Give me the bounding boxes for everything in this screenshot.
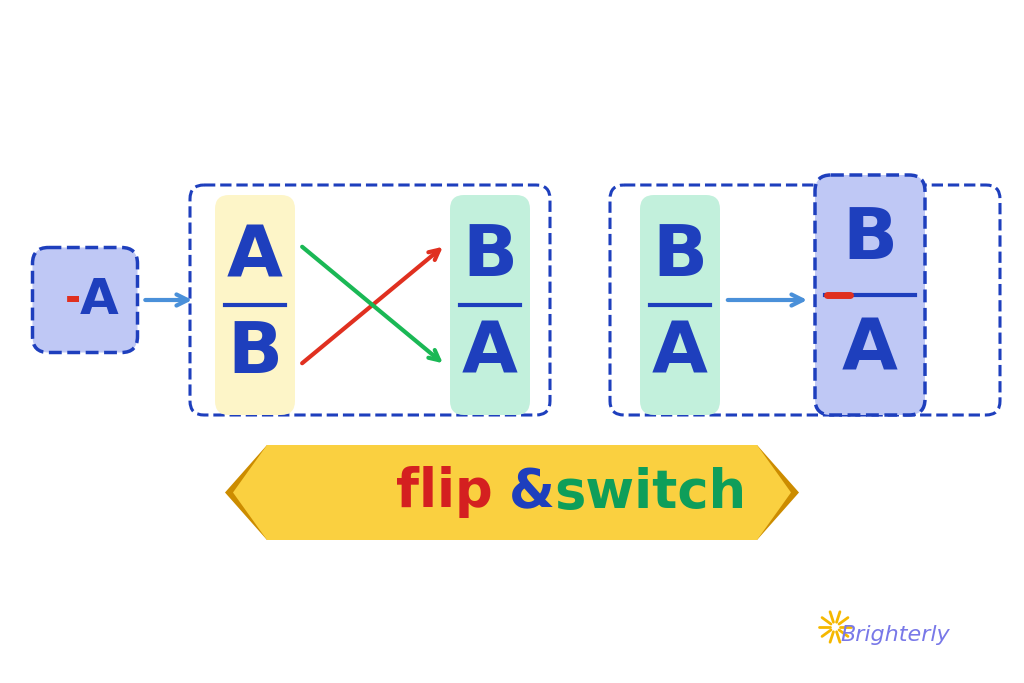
Text: A: A: [652, 319, 708, 388]
Polygon shape: [757, 445, 791, 540]
FancyBboxPatch shape: [267, 445, 757, 540]
Text: A: A: [462, 319, 518, 388]
Polygon shape: [225, 445, 267, 540]
FancyBboxPatch shape: [33, 247, 137, 352]
FancyBboxPatch shape: [815, 175, 925, 415]
Text: B: B: [843, 206, 898, 275]
Text: B: B: [227, 319, 283, 388]
Text: A: A: [80, 276, 119, 324]
Text: A: A: [227, 222, 283, 291]
Text: -: -: [65, 281, 81, 319]
Text: Brighterly: Brighterly: [840, 625, 950, 645]
Text: flip: flip: [395, 466, 493, 518]
FancyBboxPatch shape: [640, 195, 720, 415]
FancyBboxPatch shape: [215, 195, 295, 415]
Polygon shape: [233, 445, 267, 540]
Text: A: A: [842, 316, 898, 385]
Text: switch: switch: [554, 466, 746, 518]
Text: B: B: [652, 222, 708, 291]
Text: &: &: [509, 466, 555, 518]
Text: B: B: [463, 222, 517, 291]
Polygon shape: [757, 445, 799, 540]
FancyBboxPatch shape: [450, 195, 530, 415]
